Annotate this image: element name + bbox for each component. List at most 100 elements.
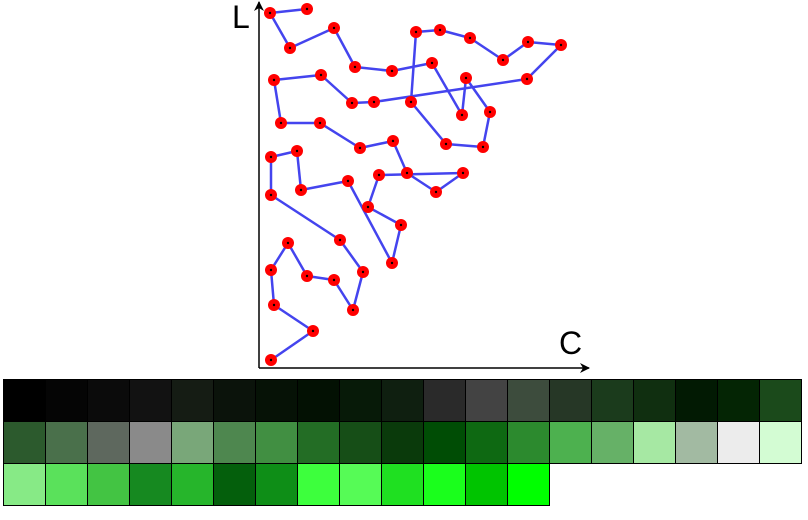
chain-node-center bbox=[319, 73, 323, 77]
chain-node-center bbox=[286, 241, 290, 245]
chain-node-center bbox=[268, 11, 272, 15]
chain-nodes bbox=[264, 3, 567, 366]
color-swatch bbox=[255, 421, 298, 464]
chain-path bbox=[268, 7, 563, 362]
color-swatch bbox=[465, 379, 508, 422]
chain-line bbox=[268, 7, 563, 362]
chain-node-center bbox=[488, 110, 492, 114]
chain-node-center bbox=[464, 76, 468, 80]
chain-node-center bbox=[346, 179, 350, 183]
color-swatch bbox=[45, 421, 88, 464]
color-swatch bbox=[87, 379, 130, 422]
chain-node-center bbox=[299, 188, 303, 192]
color-swatch bbox=[465, 463, 508, 506]
color-swatch bbox=[633, 421, 676, 464]
color-swatch bbox=[129, 463, 172, 506]
chain-node-center bbox=[390, 261, 394, 265]
color-swatch bbox=[549, 421, 592, 464]
chain-node-center bbox=[559, 43, 563, 47]
chain-node-center bbox=[460, 113, 464, 117]
chain-node-center bbox=[272, 78, 276, 82]
chain-node-center bbox=[526, 40, 530, 44]
chain-node-center bbox=[318, 121, 322, 125]
chain-node-center bbox=[390, 69, 394, 73]
chain-node-center bbox=[305, 7, 309, 11]
chain-node-center bbox=[269, 268, 273, 272]
color-swatch bbox=[45, 463, 88, 506]
chain-node-center bbox=[269, 155, 273, 159]
color-swatch bbox=[759, 421, 802, 464]
color-swatch bbox=[3, 463, 46, 506]
color-swatch bbox=[423, 463, 466, 506]
chain-node-center bbox=[279, 121, 283, 125]
chain-node-center bbox=[338, 238, 342, 242]
color-swatch bbox=[675, 379, 718, 422]
color-swatch bbox=[3, 421, 46, 464]
chain-node-center bbox=[414, 30, 418, 34]
color-swatch bbox=[129, 379, 172, 422]
chain-node-center bbox=[332, 278, 336, 282]
color-swatch bbox=[297, 379, 340, 422]
y-axis-label: L bbox=[232, 0, 250, 35]
color-swatch bbox=[507, 421, 550, 464]
color-swatch bbox=[171, 463, 214, 506]
color-swatch bbox=[87, 463, 130, 506]
color-swatch bbox=[339, 379, 382, 422]
chain-node-center bbox=[399, 223, 403, 227]
color-swatch bbox=[129, 421, 172, 464]
color-swatch bbox=[171, 421, 214, 464]
color-swatch bbox=[213, 421, 256, 464]
chain-node-center bbox=[481, 145, 485, 149]
color-swatch bbox=[465, 421, 508, 464]
chain-node-center bbox=[311, 329, 315, 333]
chain-node-center bbox=[269, 358, 273, 362]
color-swatch bbox=[3, 379, 46, 422]
color-swatch bbox=[381, 421, 424, 464]
chain-node-center bbox=[288, 46, 292, 50]
chain-node-center bbox=[353, 65, 357, 69]
color-swatch bbox=[297, 463, 340, 506]
color-swatch bbox=[759, 379, 802, 422]
color-swatch bbox=[717, 421, 760, 464]
color-swatch bbox=[549, 379, 592, 422]
color-swatch bbox=[381, 379, 424, 422]
chain-node-center bbox=[501, 58, 505, 62]
color-swatch bbox=[717, 379, 760, 422]
chain-node-center bbox=[468, 36, 472, 40]
chain-node-center bbox=[350, 101, 354, 105]
chain-node-center bbox=[430, 61, 434, 65]
color-swatch bbox=[423, 421, 466, 464]
chain-node-center bbox=[409, 100, 413, 104]
chain-node-center bbox=[391, 139, 395, 143]
chain-node-center bbox=[351, 308, 355, 312]
chain-node-center bbox=[358, 146, 362, 150]
color-swatch bbox=[87, 421, 130, 464]
chain-node-center bbox=[295, 149, 299, 153]
chain-node-center bbox=[434, 190, 438, 194]
color-swatch bbox=[507, 379, 550, 422]
chain-node-center bbox=[305, 274, 309, 278]
color-swatch bbox=[171, 379, 214, 422]
chain-node-center bbox=[461, 171, 465, 175]
chain-node-center bbox=[361, 270, 365, 274]
chain-node-center bbox=[332, 26, 336, 30]
color-swatch bbox=[381, 463, 424, 506]
color-swatch bbox=[255, 379, 298, 422]
color-swatch bbox=[423, 379, 466, 422]
color-swatch bbox=[591, 421, 634, 464]
color-swatch bbox=[507, 463, 550, 506]
chain-node-center bbox=[405, 171, 409, 175]
color-swatch bbox=[45, 379, 88, 422]
color-swatch bbox=[591, 379, 634, 422]
color-swatch bbox=[633, 379, 676, 422]
color-swatch bbox=[297, 421, 340, 464]
chain-node-center bbox=[272, 303, 276, 307]
chain-node-center bbox=[438, 28, 442, 32]
color-swatch bbox=[675, 421, 718, 464]
color-swatch bbox=[339, 463, 382, 506]
color-swatch bbox=[255, 463, 298, 506]
x-axis-label: C bbox=[559, 325, 582, 361]
chain-node-center bbox=[525, 77, 529, 81]
